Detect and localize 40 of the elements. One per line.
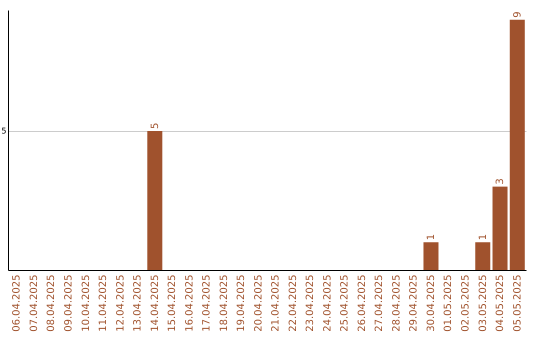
x-tick-label: 01.05.2025 [443, 274, 454, 332]
bar [475, 242, 490, 270]
bar [492, 186, 508, 270]
x-tick-label: 20.04.2025 [253, 274, 264, 332]
data-label: 5 [150, 122, 161, 129]
x-tick-label: 17.04.2025 [202, 274, 213, 332]
data-label: 9 [512, 11, 524, 18]
x-tick-label: 11.04.2025 [98, 274, 110, 332]
x-tick-label: 14.04.2025 [150, 274, 161, 332]
x-tick-label: 16.04.2025 [184, 274, 196, 332]
x-tick-label: 26.04.2025 [356, 274, 368, 332]
x-tick-label: 02.05.2025 [460, 274, 472, 332]
data-label: 1 [478, 234, 489, 240]
x-tick-label: 19.04.2025 [236, 274, 248, 332]
x-tick-label: 04.05.2025 [495, 274, 506, 332]
x-tick-label: 03.05.2025 [478, 274, 489, 332]
x-tick-label: 09.04.2025 [64, 274, 74, 332]
x-tick-label: 13.04.2025 [132, 274, 144, 332]
x-tick-label: 10.04.2025 [80, 274, 92, 332]
x-tick-label: 29.04.2025 [408, 274, 420, 332]
x-tick-label: 28.04.2025 [391, 274, 402, 332]
x-tick-label: 12.04.2025 [115, 274, 126, 332]
x-tick-label: 15.04.2025 [167, 274, 178, 332]
x-tick-label: 23.04.2025 [305, 274, 316, 332]
x-tick-label: 06.04.2025 [12, 274, 23, 332]
x-tick-label: 07.04.2025 [28, 274, 40, 332]
x-tick-label: 25.04.2025 [340, 274, 351, 332]
x-tick-label: 21.04.2025 [270, 274, 282, 332]
x-tick-label: 27.04.2025 [374, 274, 386, 332]
x-tick-label: 24.04.2025 [322, 274, 334, 332]
bar [423, 242, 438, 270]
x-tick-label: 05.05.2025 [512, 274, 524, 332]
x-tick-label: 08.04.2025 [46, 274, 58, 332]
bar [147, 130, 162, 270]
data-label: 3 [495, 178, 506, 185]
bar [510, 20, 525, 270]
x-tick-label: 22.04.2025 [288, 274, 299, 332]
x-tick-label: 30.04.2025 [426, 274, 437, 332]
data-label: 1 [426, 234, 437, 240]
x-tick-label: 18.04.2025 [218, 274, 230, 332]
